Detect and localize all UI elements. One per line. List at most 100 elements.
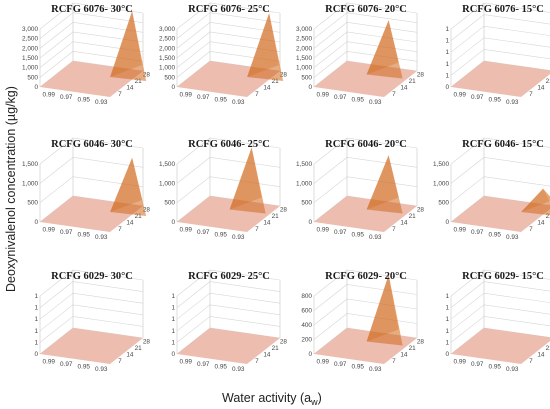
- peak-face-side: [388, 20, 403, 79]
- z-tick-label: 1,000: [22, 65, 38, 72]
- x-tick-label: 0.99: [317, 358, 330, 365]
- panel-title: RCFG 6076- 15°C: [462, 4, 544, 15]
- x-tick-label: 0.95: [489, 231, 502, 238]
- depth-tick-label: 14: [263, 84, 271, 91]
- depth-tick-label: 14: [126, 84, 134, 91]
- z-tick-label: 1,000: [22, 180, 38, 187]
- z-tick-label: 500: [27, 200, 38, 207]
- depth-tick-label: 28: [143, 206, 151, 213]
- z-tick-label: 1: [445, 339, 449, 346]
- depth-tick-label: 14: [537, 351, 545, 358]
- depth-tick-label: 7: [392, 91, 396, 98]
- z-tick-label: 1: [34, 328, 38, 335]
- panel-title: RCFG 6029- 15°C: [462, 271, 544, 282]
- z-tick-label: 0: [34, 219, 38, 226]
- z-tick-label: 3,000: [159, 26, 175, 33]
- depth-tick-label: 7: [118, 91, 122, 98]
- x-tick-label: 0.93: [506, 99, 519, 106]
- z-tick-label: 1: [445, 49, 449, 56]
- depth-tick-label: 14: [263, 219, 271, 226]
- peak-face-front: [110, 157, 147, 216]
- peak-face-side: [269, 13, 284, 82]
- depth-tick-label: 21: [135, 213, 143, 220]
- z-tick-label: 1: [445, 38, 449, 45]
- x-tick-label: 0.99: [180, 358, 193, 365]
- panel-title: RCFG 6076- 20°C: [325, 4, 407, 15]
- floor-surface: [451, 328, 550, 364]
- z-tick-label: 0: [34, 351, 38, 358]
- depth-tick-label: 7: [255, 226, 259, 233]
- depth-tick-label: 28: [280, 338, 288, 345]
- z-tick-label: 0: [445, 219, 449, 226]
- z-tick-label: 0: [171, 351, 175, 358]
- depth-tick-label: 21: [409, 78, 417, 85]
- z-tick-label: 3,000: [22, 26, 38, 33]
- peak-face-side: [543, 188, 550, 203]
- x-tick-label: 0.99: [180, 226, 193, 233]
- x-tick-label: 0.95: [352, 231, 365, 238]
- peak-face-back: [521, 188, 550, 212]
- peak-face-back: [110, 11, 143, 78]
- z-tick-label: 1,000: [159, 180, 175, 187]
- z-tick-label: 0: [445, 84, 449, 91]
- depth-tick-label: 7: [392, 358, 396, 365]
- z-tick-label: 600: [301, 308, 312, 315]
- depth-tick-label: 21: [272, 345, 280, 352]
- panel-title: RCFG 6046- 15°C: [462, 139, 544, 150]
- peak-face-back: [229, 147, 262, 210]
- depth-tick-label: 21: [135, 78, 143, 85]
- panel-title: RCFG 6029- 30°C: [51, 271, 133, 282]
- depth-tick-label: 21: [272, 78, 280, 85]
- z-tick-label: 0: [171, 219, 175, 226]
- z-tick-label: 0: [308, 351, 312, 358]
- z-tick-label: 0: [308, 219, 312, 226]
- depth-tick-label: 7: [529, 91, 533, 98]
- depth-tick-label: 14: [400, 351, 408, 358]
- peak-face-front: [521, 188, 550, 216]
- z-tick-label: 200: [301, 337, 312, 344]
- peak-face-side: [132, 157, 147, 216]
- panel-2: 0 500 1,000 1,500 2,000 2,500 3,000 0.99 0.97 0.9…: [159, 2, 287, 106]
- panel-title: RCFG 6046- 25°C: [188, 139, 270, 150]
- depth-tick-label: 7: [255, 91, 259, 98]
- x-tick-label: 0.93: [232, 366, 245, 373]
- z-tick-label: 400: [301, 322, 312, 329]
- depth-tick-label: 14: [400, 219, 408, 226]
- z-tick-label: 2,500: [296, 36, 312, 43]
- z-tick-label: 1,500: [296, 55, 312, 62]
- x-tick-label: 0.93: [369, 366, 382, 373]
- depth-tick-label: 21: [546, 78, 550, 85]
- peak-face-back: [247, 13, 280, 78]
- z-tick-label: 0: [171, 84, 175, 91]
- peak-face-back: [110, 157, 143, 212]
- x-tick-label: 0.93: [506, 234, 519, 241]
- depth-tick-label: 14: [263, 351, 271, 358]
- depth-tick-label: 7: [118, 226, 122, 233]
- x-tick-label: 0.95: [489, 363, 502, 370]
- peak-face-front: [366, 20, 403, 79]
- x-tick-label: 0.97: [60, 361, 73, 368]
- peak-face-front: [110, 11, 147, 82]
- depth-tick-label: 21: [409, 213, 417, 220]
- panel-title: RCFG 6046- 20°C: [325, 139, 407, 150]
- x-tick-label: 0.99: [317, 226, 330, 233]
- x-tick-label: 0.97: [197, 361, 210, 368]
- depth-tick-label: 7: [529, 226, 533, 233]
- z-tick-label: 1,500: [433, 161, 449, 168]
- depth-tick-label: 28: [417, 338, 425, 345]
- depth-tick-label: 28: [280, 206, 288, 213]
- peak-face-front: [366, 274, 403, 346]
- x-tick-label: 0.93: [506, 366, 519, 373]
- x-tick-label: 0.99: [317, 91, 330, 98]
- z-tick-label: 1,000: [159, 65, 175, 72]
- z-tick-label: 1: [34, 339, 38, 346]
- panel-3: 0 500 1,000 1,500 2,000 2,500 3,000 0.99 0.97 0.9…: [296, 2, 424, 106]
- depth-tick-label: 21: [409, 345, 417, 352]
- x-tick-label: 0.95: [215, 231, 228, 238]
- x-tick-label: 0.99: [454, 358, 467, 365]
- z-tick-label: 1: [34, 293, 38, 300]
